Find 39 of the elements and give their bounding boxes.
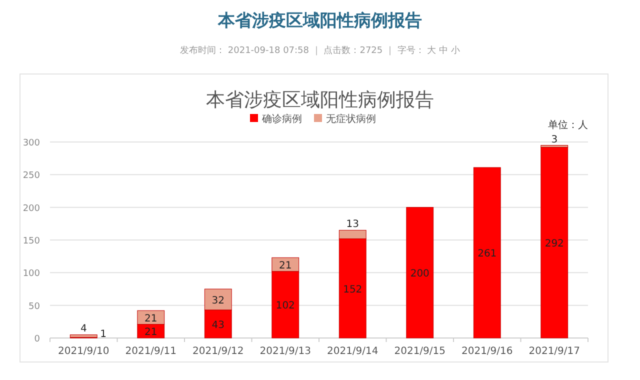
x-tick-label: 2021/9/14 [326, 346, 378, 357]
y-tick-label: 300 [22, 138, 40, 148]
data-label: 21 [144, 313, 158, 324]
data-label: 4 [80, 324, 87, 335]
data-label: 21 [144, 327, 158, 338]
bar [473, 167, 501, 338]
x-tick-label: 2021/9/17 [528, 346, 580, 357]
data-label: 21 [279, 260, 292, 272]
data-label: 102 [276, 300, 295, 312]
text: 发布时间： 2021-09-18 07:58 ｜ 点击数：2725 ｜ 字号： 大 中 小 [180, 45, 460, 56]
y-tick-label: 250 [22, 171, 40, 182]
data-label: 1 [100, 329, 106, 340]
legend-label: 无症状病例 [326, 113, 376, 125]
data-label: 292 [544, 238, 564, 250]
x-tick-label: 2021/9/15 [394, 346, 446, 357]
data-label: 200 [410, 268, 430, 280]
x-tick-label: 2021/9/13 [260, 346, 312, 357]
data-label: 32 [212, 295, 224, 306]
y-tick-label: 100 [22, 269, 40, 280]
text: 单位：人 [548, 119, 588, 131]
data-label: 152 [343, 284, 362, 296]
x-tick-label: 2021/9/11 [125, 346, 177, 357]
x-tick-label: 2021/9/16 [461, 346, 513, 357]
bar [70, 334, 98, 338]
text: 本省涉疫区域阳性病例报告 [217, 11, 422, 31]
y-tick-label: 150 [22, 236, 40, 246]
y-tick-label: 50 [28, 302, 40, 312]
x-tick-label: 2021/9/12 [192, 346, 244, 357]
chart-title: 本省涉疫区域阳性病例报告 [206, 89, 434, 111]
legend-label: 确诊病例 [261, 113, 302, 125]
x-tick-label: 2021/9/10 [58, 346, 110, 357]
y-tick-label: 0 [34, 334, 40, 344]
bar [540, 146, 568, 338]
y-tick-label: 200 [22, 204, 40, 214]
data-label: 3 [551, 134, 558, 146]
data-label: 43 [212, 320, 224, 331]
data-label: 261 [478, 248, 497, 260]
bar [406, 207, 434, 338]
data-label: 13 [346, 219, 359, 230]
